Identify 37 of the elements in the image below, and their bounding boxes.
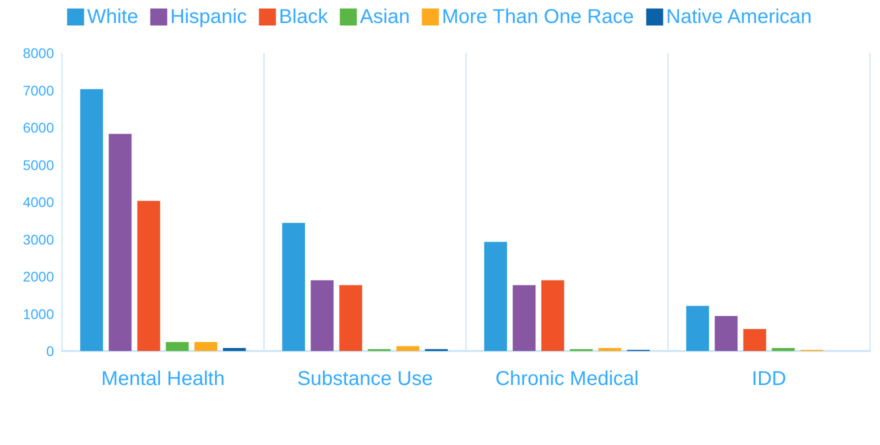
legend-label: Hispanic bbox=[170, 6, 247, 28]
x-tick-label: IDD bbox=[752, 368, 786, 390]
bar bbox=[310, 280, 334, 351]
legend-label: Native American bbox=[666, 6, 812, 28]
y-tick-label: 7000 bbox=[22, 82, 54, 98]
bar bbox=[80, 89, 104, 351]
bar bbox=[108, 134, 132, 351]
legend-label: White bbox=[87, 6, 138, 28]
y-tick-label: 3000 bbox=[22, 231, 54, 248]
bar bbox=[396, 346, 420, 351]
y-tick-label: 6000 bbox=[22, 120, 54, 136]
bar bbox=[137, 200, 160, 351]
bar bbox=[541, 280, 564, 351]
y-tick-label: 0 bbox=[46, 343, 54, 359]
y-tick-label: 2000 bbox=[22, 268, 54, 284]
bar bbox=[194, 342, 218, 351]
bar bbox=[512, 285, 536, 351]
bar bbox=[282, 222, 306, 351]
legend-label: Asian bbox=[360, 6, 410, 28]
y-tick-label: 4000 bbox=[22, 194, 54, 210]
bar bbox=[714, 316, 738, 351]
bar bbox=[598, 348, 622, 351]
y-tick-label: 1000 bbox=[22, 306, 54, 322]
x-tick-label: Chronic Medical bbox=[495, 368, 639, 390]
x-tick-label: Substance Use bbox=[297, 368, 433, 390]
y-tick-label: 8000 bbox=[22, 45, 54, 61]
bar bbox=[339, 285, 362, 351]
bar bbox=[222, 348, 246, 351]
bar bbox=[743, 329, 766, 351]
bar bbox=[484, 242, 508, 351]
bar bbox=[772, 348, 795, 351]
y-tick-label: 5000 bbox=[22, 156, 54, 173]
x-tick-label: Mental Health bbox=[101, 368, 225, 390]
bar bbox=[166, 342, 189, 351]
legend-label: More Than One Race bbox=[442, 6, 634, 28]
bar bbox=[686, 306, 710, 351]
legend-label: Black bbox=[278, 6, 329, 28]
